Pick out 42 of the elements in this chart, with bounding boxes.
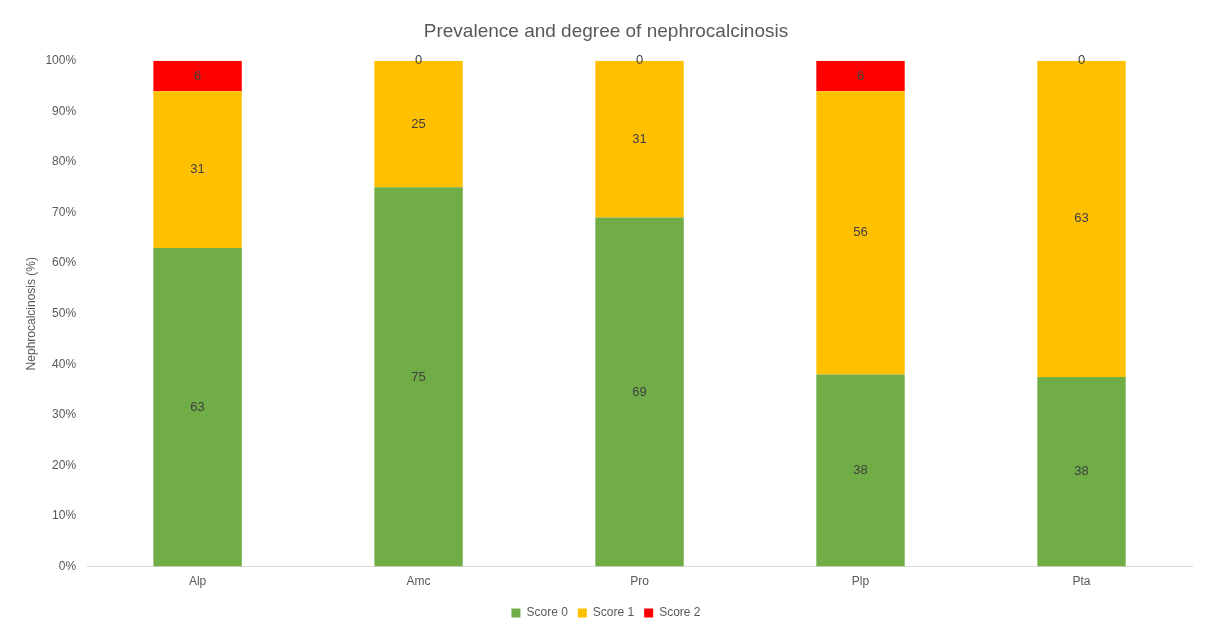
bar	[595, 217, 684, 567]
y-tick-label: 50%	[52, 306, 77, 321]
bar	[816, 60, 905, 92]
bar	[374, 187, 463, 567]
bar	[1037, 376, 1126, 567]
y-tick-label: 40%	[52, 356, 77, 371]
y-tick-label: 20%	[52, 457, 77, 472]
data-label: 31	[190, 161, 205, 177]
data-label: 75	[411, 368, 426, 384]
data-label: 38	[853, 462, 868, 478]
legend-label: Score 0	[526, 605, 569, 620]
y-axis-title: Nephrocalcinosis (%)	[23, 257, 38, 371]
bar	[816, 374, 905, 567]
x-tick-label: Amc	[406, 574, 431, 589]
legend-label: Score 1	[592, 605, 635, 620]
y-tick-label: 30%	[52, 407, 77, 422]
data-label: 6	[856, 67, 865, 83]
x-tick-label: Pro	[630, 574, 650, 589]
bar	[153, 60, 242, 92]
data-label: 25	[411, 115, 426, 131]
y-tick-label: 60%	[52, 255, 77, 270]
y-tick-label: 90%	[52, 103, 77, 118]
bar	[816, 91, 905, 375]
data-label: 38	[1074, 463, 1089, 479]
chart-title: Prevalence and degree of nephrocalcinosis	[423, 19, 789, 41]
data-label: 6	[193, 67, 202, 83]
data-label: 56	[853, 224, 868, 240]
data-label: 31	[632, 130, 647, 146]
bar	[153, 91, 242, 248]
bar	[153, 247, 242, 567]
y-tick-label: 0%	[58, 558, 77, 573]
x-tick-label: Plp	[851, 574, 870, 589]
x-tick-label: Pta	[1072, 574, 1091, 589]
data-label: 63	[190, 398, 205, 414]
data-label: 63	[1074, 210, 1089, 226]
y-tick-label: 70%	[52, 204, 77, 219]
legend-label: Score 2	[659, 605, 701, 620]
y-tick-label: 10%	[52, 508, 77, 523]
y-tick-label: 100%	[45, 53, 77, 68]
x-tick-label: Alp	[188, 574, 207, 589]
y-tick-label: 80%	[52, 154, 77, 169]
data-label: 69	[632, 383, 647, 399]
